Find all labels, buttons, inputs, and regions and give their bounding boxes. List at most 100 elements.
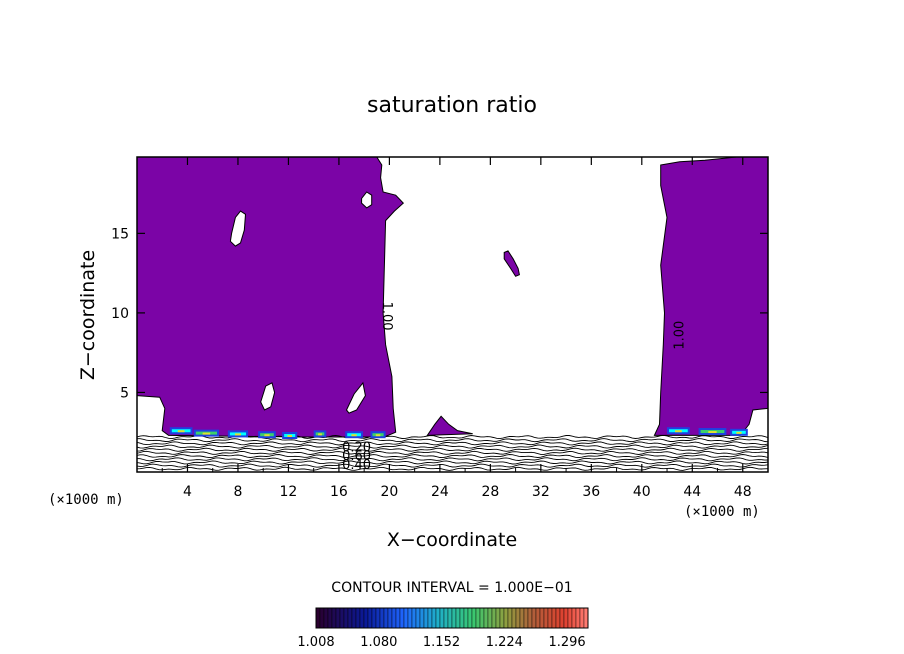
colorbar <box>315 607 589 629</box>
hot-spot-peak <box>708 431 717 434</box>
colorbar-segment <box>503 607 509 629</box>
surface-contour-line <box>137 450 768 455</box>
contour-interval-text: CONTOUR INTERVAL = 1.000E−01 <box>331 580 572 596</box>
colorbar-segment <box>403 607 409 629</box>
colorbar-segment <box>415 607 421 629</box>
y-tick-label: 5 <box>120 385 129 401</box>
colorbar-segment <box>383 607 389 629</box>
colorbar-segment <box>367 607 373 629</box>
hole-upper-left <box>229 210 247 247</box>
hot-spot-peak <box>177 430 185 433</box>
colorbar-segment <box>375 607 381 629</box>
y-axis-label: Z−coordinate <box>77 250 99 380</box>
colorbar-segment <box>399 607 405 629</box>
colorbar-segment <box>463 607 469 629</box>
colorbar-segment <box>567 607 573 629</box>
colorbar-segment <box>435 607 441 629</box>
colorbar-segment <box>475 607 481 629</box>
colorbar-segment <box>535 607 541 629</box>
colorbar-segment <box>439 607 445 629</box>
colorbar-segment <box>467 607 473 629</box>
colorbar-segment <box>335 607 341 629</box>
colorbar-ticks: 1.008 1.080 1.152 1.224 1.296 <box>297 635 585 650</box>
contour-label: 0.60 <box>342 449 371 464</box>
colorbar-segment <box>347 607 353 629</box>
colorbar-segment <box>523 607 529 629</box>
colorbar-segment <box>343 607 349 629</box>
x-axis-ticks: 4 8 12 16 20 24 28 32 36 40 44 48 <box>161 157 752 500</box>
left-supersaturated-region <box>137 157 405 438</box>
colorbar-segment <box>547 607 553 629</box>
x-axis-label: X−coordinate <box>387 529 517 551</box>
colorbar-segment <box>351 607 357 629</box>
colorbar-segment <box>583 607 589 629</box>
colorbar-segment <box>491 607 497 629</box>
colorbar-segment <box>419 607 425 629</box>
colorbar-segment <box>423 607 429 629</box>
plot-frame <box>136 156 769 473</box>
colorbar-segment <box>575 607 581 629</box>
y-tick-label: 15 <box>111 226 129 242</box>
colorbar-segment <box>395 607 401 629</box>
colorbar-segment <box>499 607 505 629</box>
colorbar-segment <box>319 607 325 629</box>
surface-contour-line <box>137 460 768 465</box>
colorbar-segment <box>331 607 337 629</box>
hole-top-small <box>361 191 373 209</box>
x-tick-label: 12 <box>280 484 298 500</box>
colorbar-segment <box>451 607 457 629</box>
colorbar-segment <box>531 607 537 629</box>
colorbar-segment <box>483 607 489 629</box>
colorbar-segment <box>487 607 493 629</box>
surface-contour-line <box>137 441 768 446</box>
x-tick-label: 24 <box>431 484 449 500</box>
hot-spot-peak <box>736 431 742 434</box>
colorbar-segment <box>387 607 393 629</box>
colorbar-segment <box>551 607 557 629</box>
colorbar-tick-label: 1.008 <box>297 635 334 650</box>
surface-contour-band <box>137 434 768 471</box>
hot-spot-peak <box>318 433 322 436</box>
colorbar-segment <box>527 607 533 629</box>
surface-contour-line <box>137 438 768 443</box>
colorbar-tick-label: 1.080 <box>360 635 397 650</box>
colorbar-segment <box>559 607 565 629</box>
hot-spot-peak <box>264 434 270 437</box>
colorbar-segment <box>543 607 549 629</box>
surface-contour-line <box>137 463 768 468</box>
chart-title: saturation ratio <box>367 93 537 118</box>
y-axis-ticks: 5 10 15 <box>111 226 768 401</box>
middle-small-region <box>426 415 473 436</box>
colorbar-tick-label: 1.224 <box>486 635 523 650</box>
surface-contour-line <box>137 466 768 471</box>
x-tick-label: 32 <box>532 484 550 500</box>
colorbar-segment <box>519 607 525 629</box>
surface-contour-line <box>137 444 768 449</box>
colorbar-segment <box>471 607 477 629</box>
colorbar-segment <box>323 607 329 629</box>
colorbar-segment <box>563 607 569 629</box>
colorbar-tick-label: 1.296 <box>548 635 585 650</box>
surface-contour-line <box>137 454 768 459</box>
colorbar-segment <box>355 607 361 629</box>
colorbar-segment <box>495 607 501 629</box>
regions-layer <box>137 157 768 438</box>
colorbar-segment <box>455 607 461 629</box>
colorbar-segment <box>359 607 365 629</box>
colorbar-segment <box>443 607 449 629</box>
hole-mid-right <box>345 381 366 414</box>
contour-label: 0.40 <box>342 458 371 473</box>
hot-spot-peak <box>287 435 292 437</box>
colorbar-segment <box>479 607 485 629</box>
contour-label: 1.00 <box>673 321 688 350</box>
surface-contour-line <box>137 457 768 462</box>
colorbar-segment <box>339 607 345 629</box>
colorbar-segment <box>447 607 453 629</box>
right-supersaturated-region <box>653 157 768 436</box>
hole-mid-left <box>260 382 276 411</box>
colorbar-segment <box>363 607 369 629</box>
x-tick-label: 16 <box>330 484 348 500</box>
x-tick-label: 48 <box>734 484 752 500</box>
x-unit-label: (×1000 m) <box>684 504 760 520</box>
